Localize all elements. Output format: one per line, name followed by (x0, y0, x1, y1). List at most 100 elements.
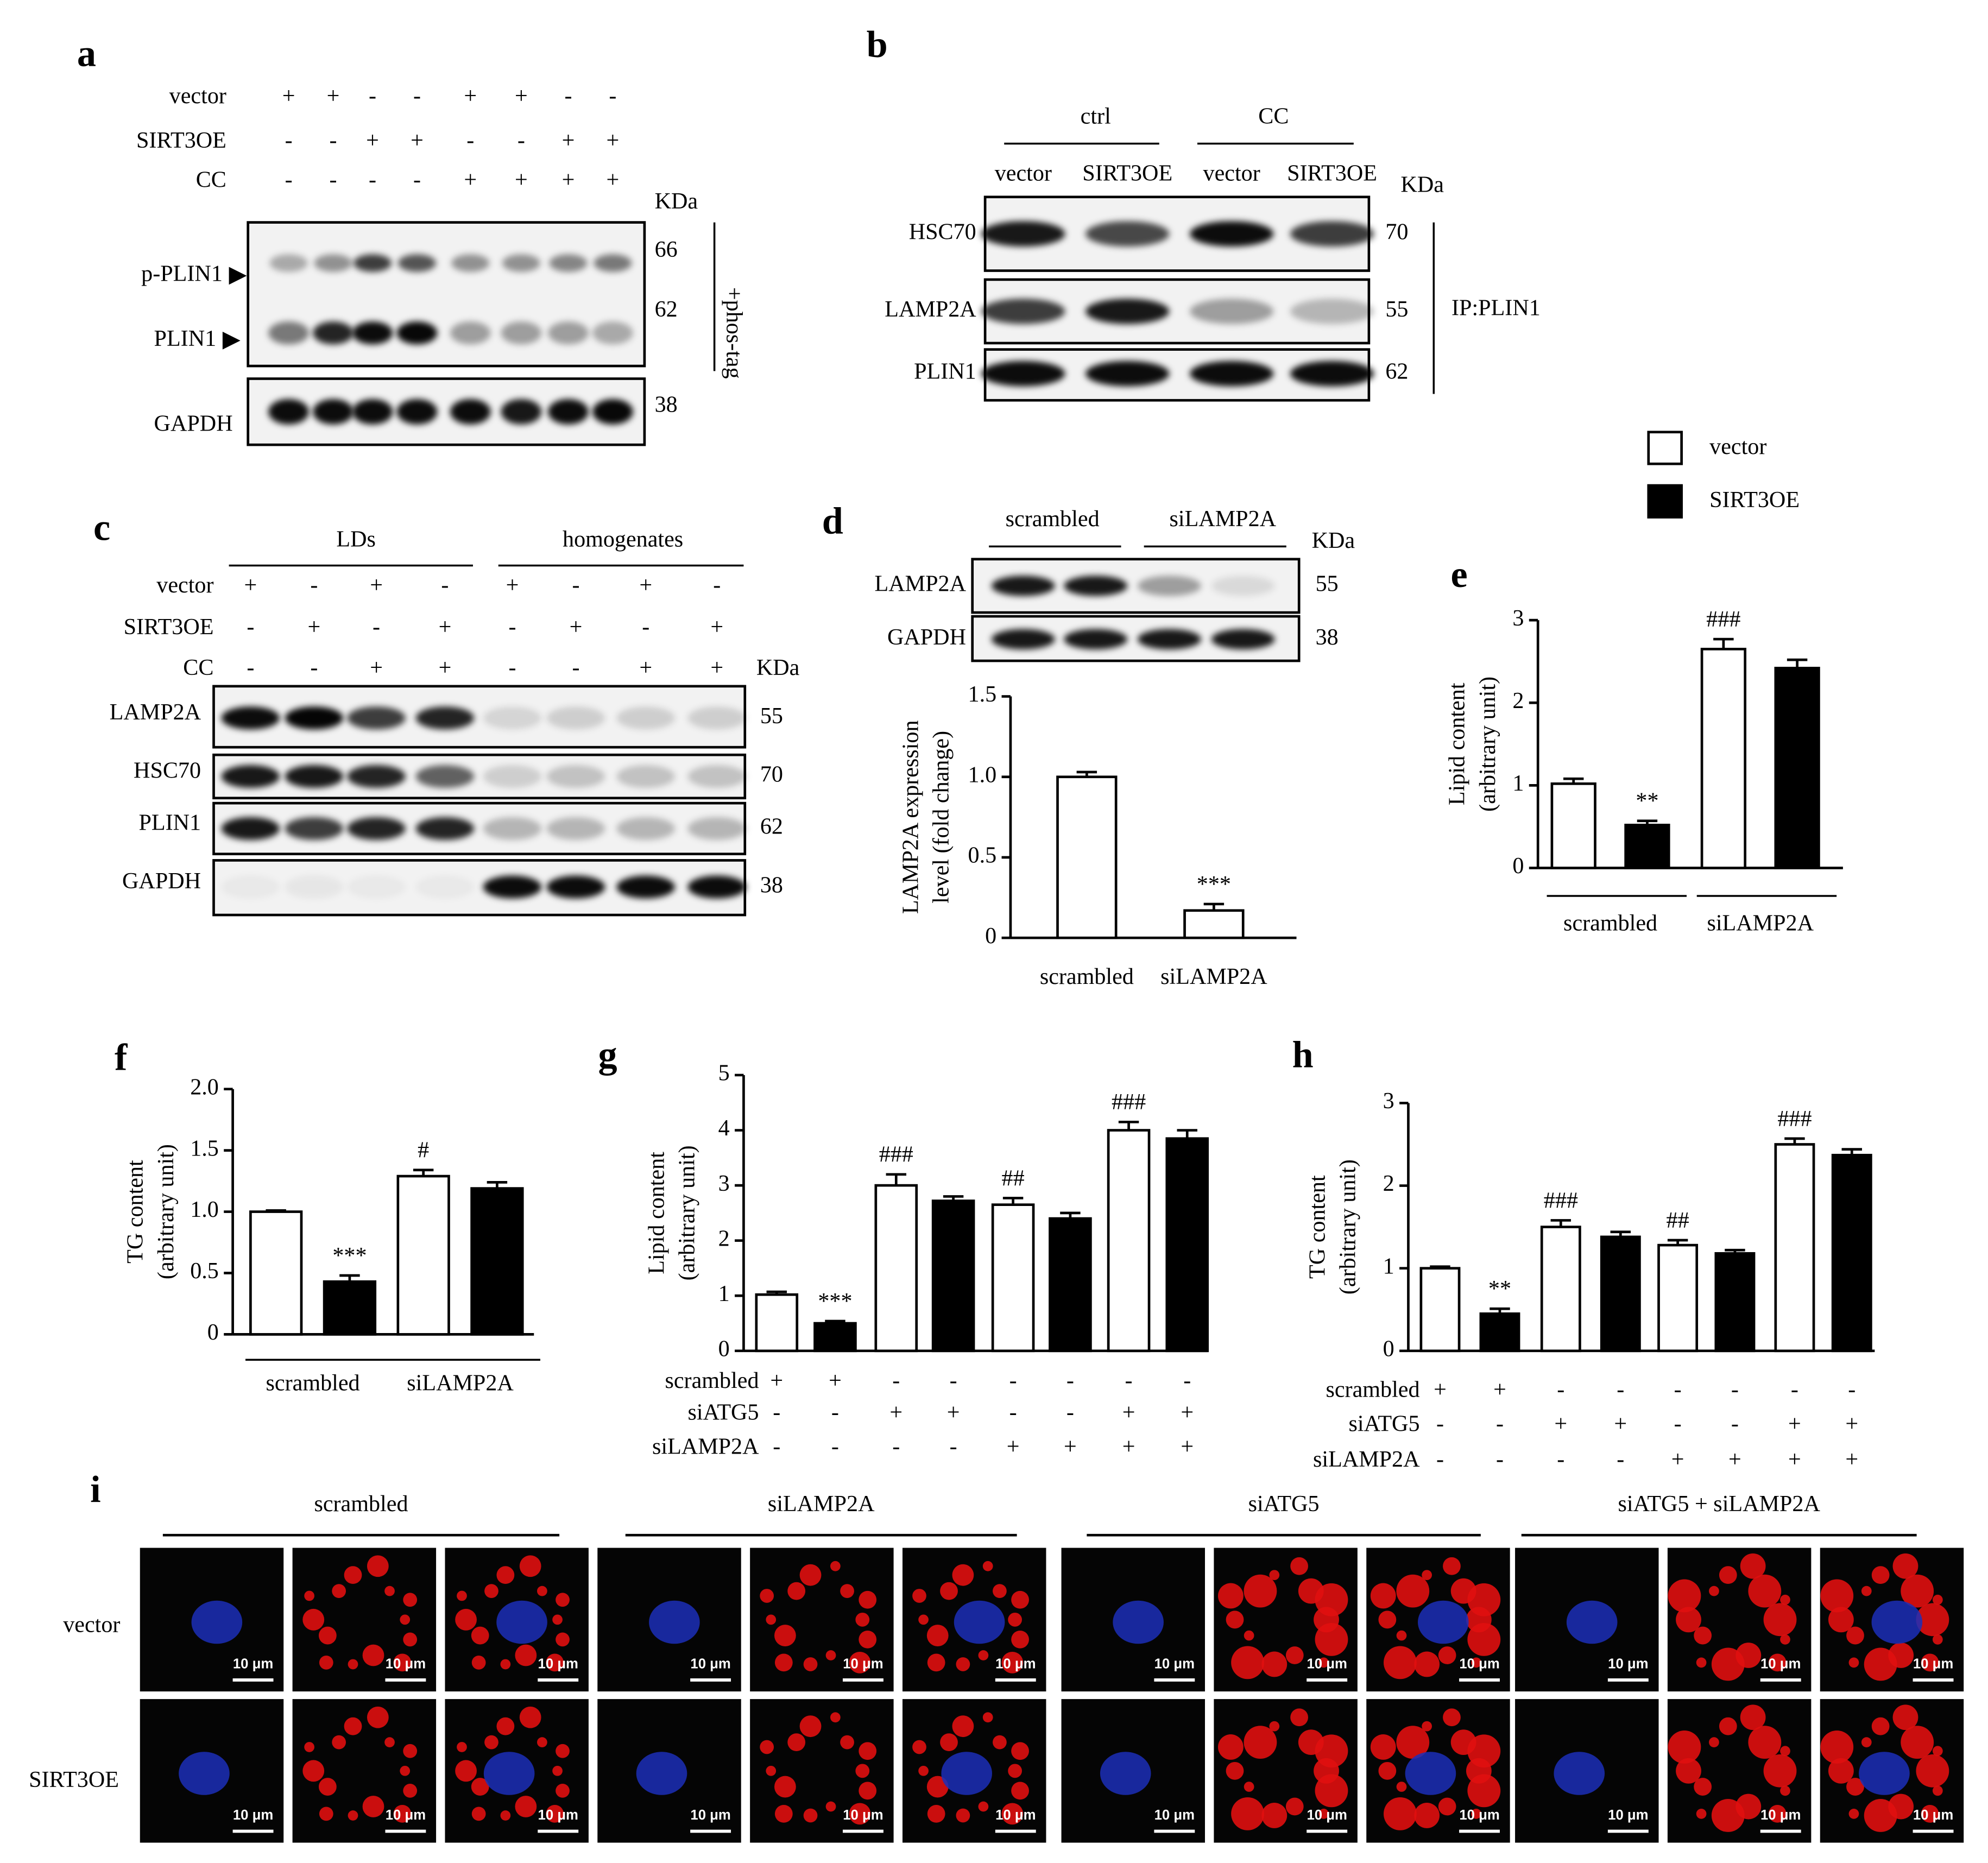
blot-band (451, 254, 490, 272)
lipid-droplet (1828, 1607, 1854, 1633)
lipid-droplet (1676, 1758, 1701, 1784)
lipid-droplet (1864, 1647, 1897, 1681)
lipid-droplet (1315, 1583, 1348, 1616)
phos-tag-label: +phos-tag (722, 287, 747, 379)
condition-sign: + (710, 614, 723, 640)
error-bar (1725, 1248, 1745, 1254)
lipid-droplet (1244, 1726, 1277, 1759)
lipid-droplet (318, 1778, 337, 1796)
y-tick-label: 1.0 (190, 1197, 219, 1222)
x-tick-label: scrambled (1563, 910, 1657, 936)
blot-band (221, 706, 280, 730)
blot-band (616, 875, 676, 899)
lipid-droplet (1709, 1737, 1719, 1747)
lipid-droplet (496, 1717, 515, 1735)
lipid-droplet (830, 1561, 841, 1571)
bar (1419, 1267, 1461, 1353)
lipid-droplet (1921, 1653, 1939, 1672)
condition-label: SIRT3OE (124, 614, 214, 640)
blot-band (1085, 221, 1170, 247)
condition-sign: + (327, 83, 340, 109)
bar (1700, 648, 1747, 869)
lipid-droplet (302, 1760, 325, 1782)
scale-bar-label: 10 μm (1913, 1657, 1953, 1672)
y-tick-label: 4 (718, 1115, 730, 1141)
blot-band (687, 706, 747, 730)
lipid-droplet (787, 1733, 806, 1752)
significance-label: *** (332, 1243, 367, 1268)
scale-bar-label: 10 μm (690, 1808, 730, 1823)
lipid-droplet (918, 1765, 929, 1776)
lipid-droplet (982, 1712, 993, 1723)
condition-label: siLAMP2A (652, 1434, 759, 1460)
condition-sign: + (639, 655, 652, 680)
band-label: PLIN1 (138, 810, 201, 836)
error-bar (1490, 1307, 1510, 1314)
lipid-droplet (1011, 1630, 1029, 1649)
lipid-droplet (774, 1653, 793, 1672)
lipid-droplet (1471, 1657, 1481, 1668)
lane-label: SIRT3OE (1287, 161, 1377, 186)
condition-sign: + (1434, 1376, 1447, 1402)
condition-sign: + (1007, 1434, 1020, 1460)
condition-sign: - (1617, 1447, 1624, 1472)
lipid-droplet (855, 1764, 870, 1778)
lipid-droplet (455, 1760, 477, 1782)
nucleus (179, 1752, 230, 1795)
bar (1479, 1312, 1520, 1353)
lipid-droplet (825, 1650, 836, 1660)
condition-sign: - (373, 614, 380, 640)
blot-band (347, 875, 406, 899)
lipid-droplet (1763, 1603, 1797, 1637)
scale-bar-label: 10 μm (1608, 1657, 1648, 1672)
panel-letter: i (90, 1468, 101, 1511)
lipid-droplet (859, 1782, 877, 1800)
lipid-droplet (403, 1593, 418, 1607)
lipid-droplet (760, 1589, 774, 1603)
lipid-droplet (1011, 1782, 1029, 1800)
bar (1774, 666, 1820, 869)
blot-band (991, 629, 1055, 649)
y-tick-label: 0 (1383, 1336, 1394, 1361)
blot-band (502, 254, 540, 272)
condition-label: siATG5 (688, 1400, 759, 1425)
bar (1165, 1137, 1209, 1353)
band-label: GAPDH (887, 624, 966, 650)
bar (1183, 909, 1245, 939)
band-label: LAMP2A (885, 296, 976, 322)
condition-label: siATG5 (1349, 1411, 1420, 1437)
significance-label: ** (1636, 788, 1658, 814)
lipid-droplet (1711, 1647, 1745, 1681)
error-bar (413, 1169, 434, 1177)
blot-band (592, 399, 633, 425)
y-tick-label: 0 (1512, 853, 1524, 879)
lipid-droplet (1892, 1704, 1918, 1731)
lipid-droplet (500, 1659, 511, 1670)
lipid-droplet (855, 1612, 870, 1627)
lipid-droplet (556, 1784, 570, 1798)
lipid-droplet (1231, 1646, 1265, 1679)
condition-sign: - (1066, 1368, 1074, 1393)
blot-band (981, 298, 1065, 324)
band-label: LAMP2A (875, 571, 967, 597)
blot-band (285, 765, 344, 788)
bar (1657, 1243, 1699, 1353)
nucleus (1405, 1752, 1456, 1795)
condition-sign: - (466, 128, 474, 153)
lipid-droplet (1318, 1657, 1329, 1668)
lipid-droplet (787, 1582, 806, 1600)
lipid-droplet (552, 1765, 563, 1776)
bar (755, 1293, 799, 1353)
ip-label: IP:PLIN1 (1451, 295, 1541, 321)
lipid-droplet (400, 1765, 411, 1776)
scale-bar-label: 10 μm (1459, 1808, 1499, 1823)
scale-bar-label: 10 μm (1154, 1657, 1195, 1672)
lipid-droplet (830, 1712, 841, 1723)
bar (991, 1203, 1035, 1353)
nucleus (1113, 1600, 1164, 1644)
bar (396, 1174, 450, 1336)
error-bar (1610, 1230, 1631, 1237)
y-axis-label: level (fold change) (929, 731, 954, 904)
lipid-droplet (546, 1653, 564, 1672)
y-tick-label: 1 (1512, 771, 1524, 796)
